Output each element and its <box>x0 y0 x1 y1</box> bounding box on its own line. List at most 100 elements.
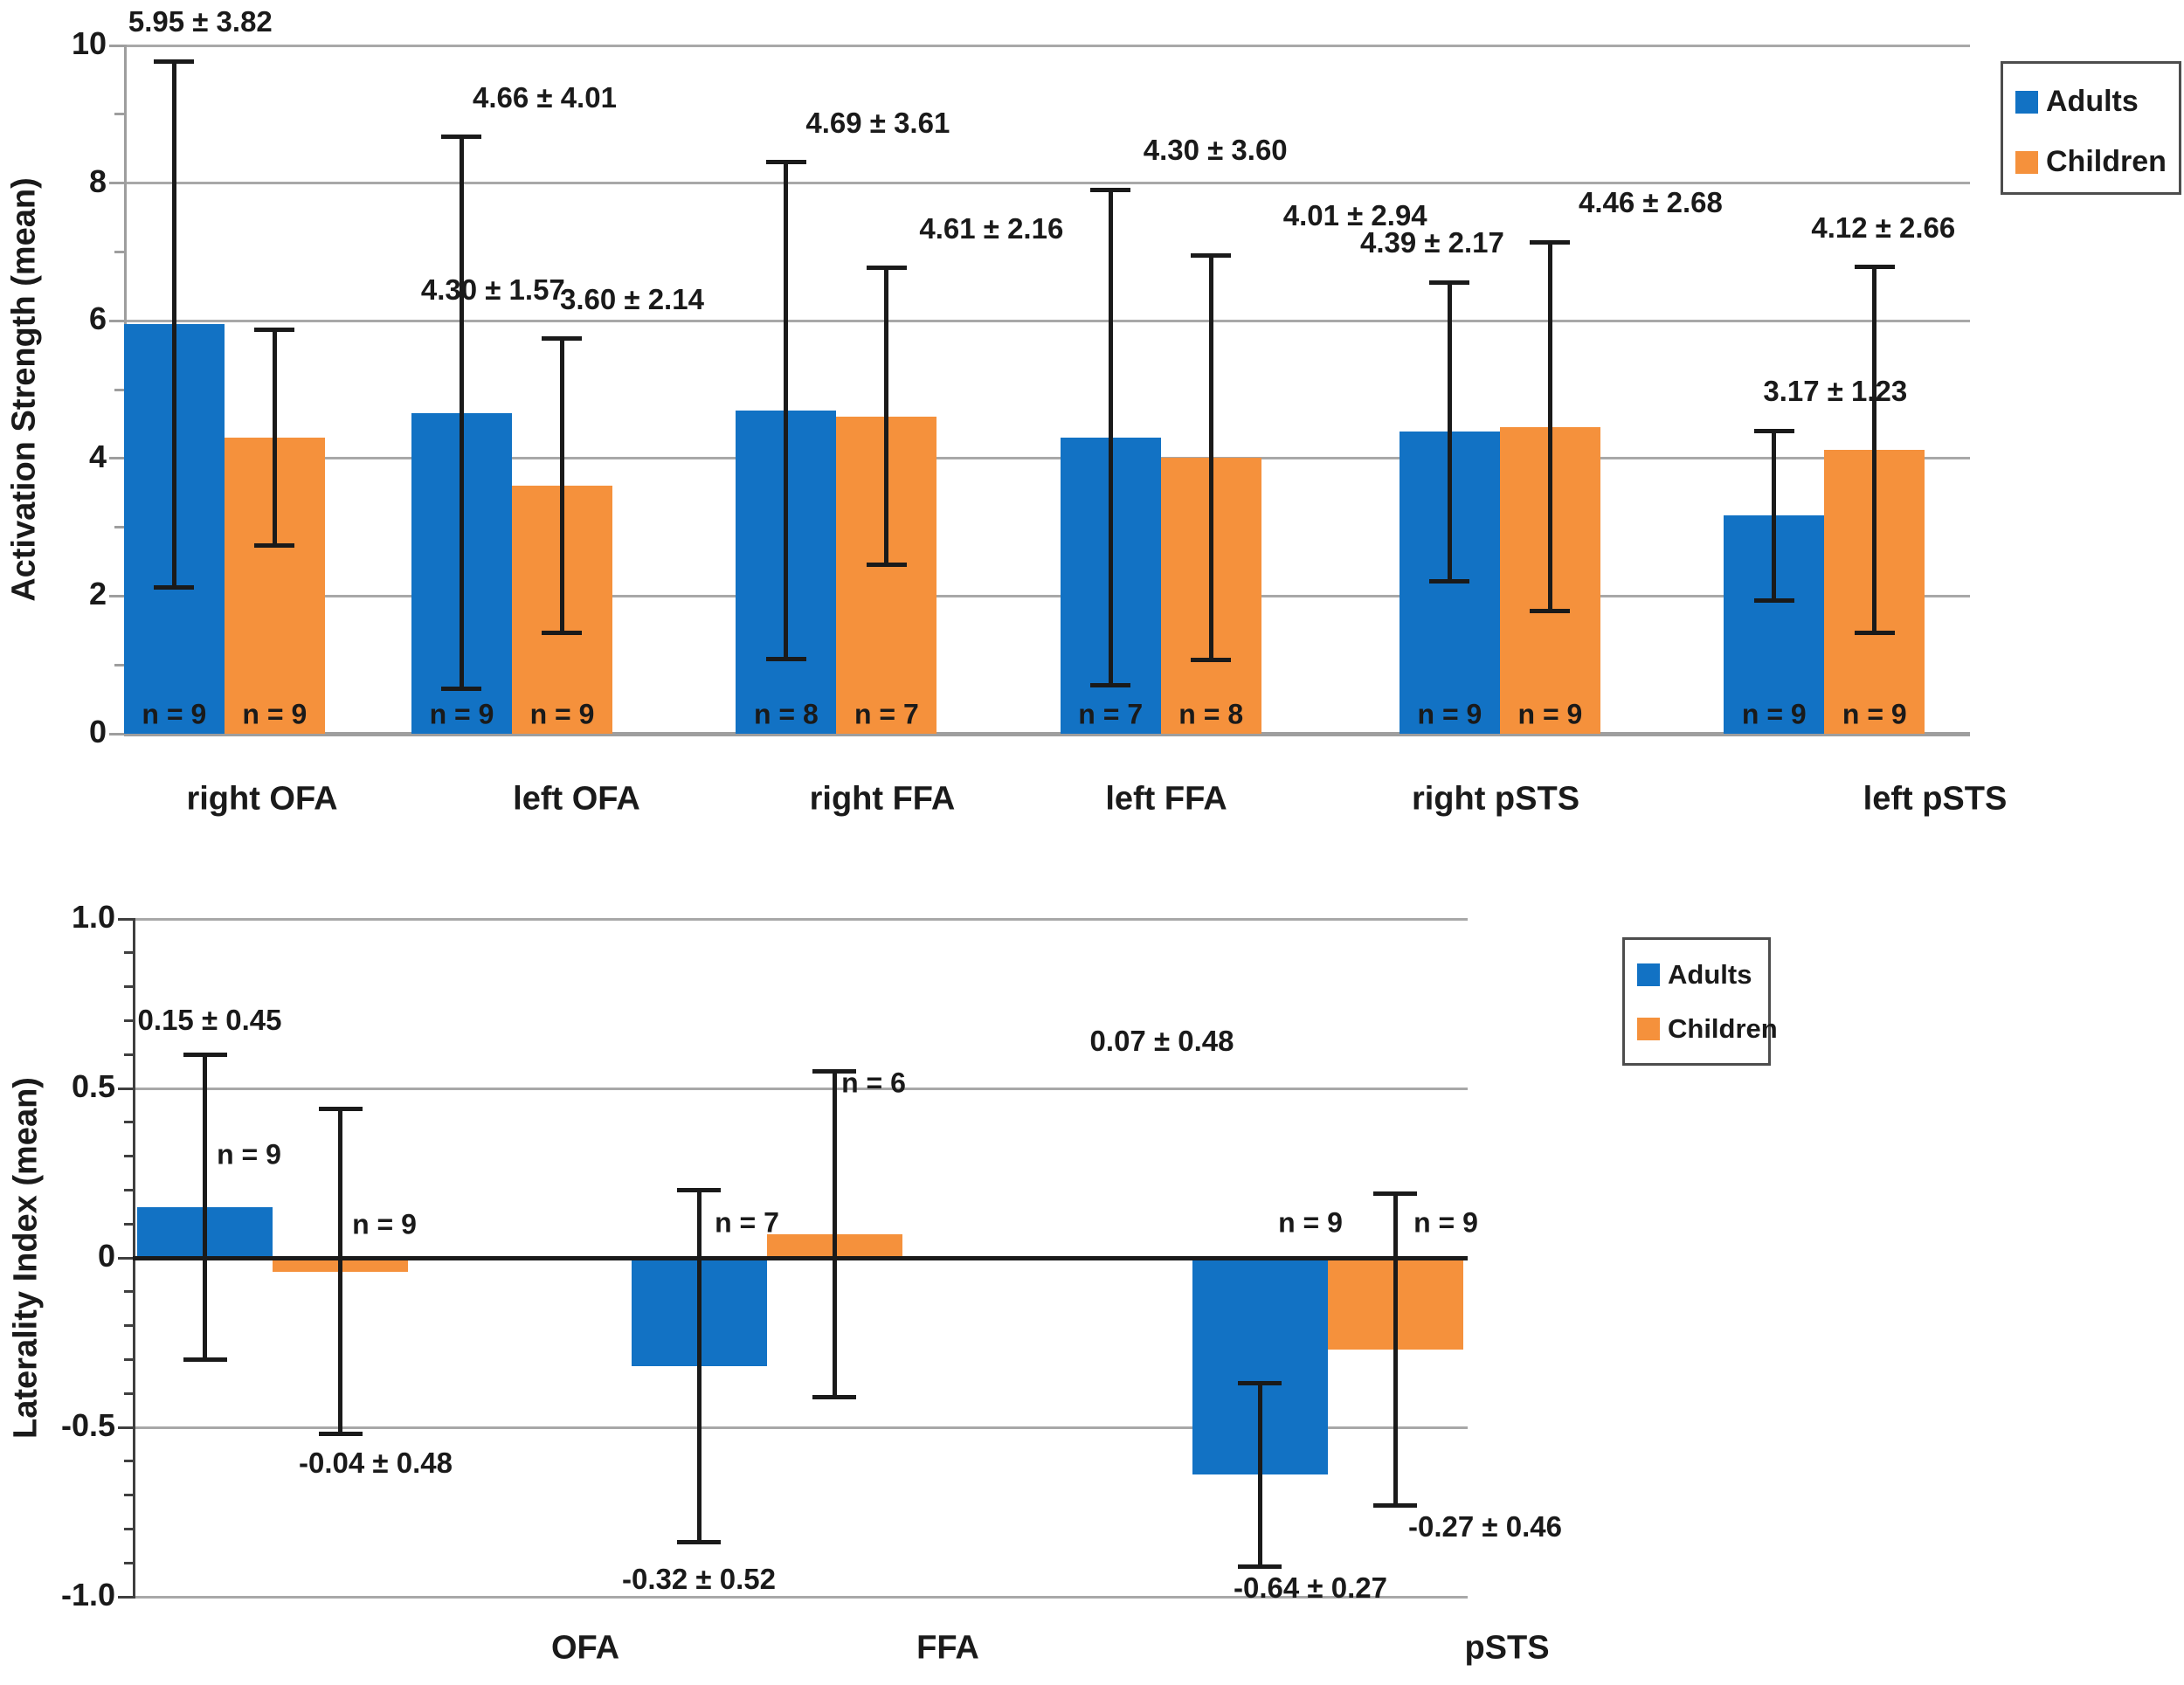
error-bar-cap <box>183 1052 227 1057</box>
y-axis-tick <box>109 457 127 460</box>
value-label: 4.46 ± 2.68 <box>1578 186 1723 219</box>
n-label: n = 9 <box>1741 698 1807 730</box>
y-axis-tick <box>124 985 135 989</box>
y-axis-tick <box>114 113 127 116</box>
value-label: 0.15 ± 0.45 <box>137 1004 282 1036</box>
error-bar-cap <box>812 1069 857 1074</box>
n-label: n = 9 <box>429 698 494 730</box>
n-label: n = 9 <box>1417 698 1482 730</box>
error-bar-cap <box>765 657 806 662</box>
zero-axis-line <box>133 1255 1468 1260</box>
value-label: 4.30 ± 3.60 <box>1143 134 1288 167</box>
error-bar-cap <box>765 160 806 165</box>
y-axis-tick <box>118 1256 135 1260</box>
y-axis-tick <box>124 1121 135 1124</box>
y-tick-label: -0.5 <box>60 1407 115 1443</box>
error-bar-cap <box>1429 578 1470 584</box>
n-label: n = 6 <box>841 1067 906 1099</box>
value-label: 3.17 ± 1.23 <box>1763 375 1908 408</box>
y-axis-tick <box>124 1561 135 1564</box>
n-label: n = 9 <box>352 1208 417 1240</box>
value-label: -0.27 ± 0.46 <box>1408 1510 1562 1543</box>
y-axis-tick <box>109 732 127 735</box>
error-bar-line <box>1547 242 1552 611</box>
y-axis-tick <box>118 1426 135 1429</box>
category-label: left OFA <box>513 780 640 818</box>
error-bar-cap <box>1530 239 1571 245</box>
y-axis-tick <box>109 594 127 597</box>
error-bar-cap <box>441 135 482 140</box>
y-tick-label: -1.0 <box>60 1577 115 1612</box>
error-bar-line <box>1208 255 1213 660</box>
category-label: right FFA <box>809 780 956 818</box>
y-tick-label: 0 <box>97 1238 115 1274</box>
error-bar-cap <box>1238 1564 1282 1569</box>
error-bar-cap <box>677 1187 722 1192</box>
legend-laterality-chart: Adults Children <box>1622 937 1778 1066</box>
error-bar-line <box>832 1071 837 1398</box>
error-bar-cap <box>1191 252 1232 258</box>
y-axis-title-activation-strength: Activation Strength (mean) <box>5 177 43 602</box>
error-bar-cap <box>866 563 907 568</box>
error-bar-cap <box>1530 609 1571 614</box>
gridline <box>135 1595 1468 1599</box>
value-label: -0.64 ± 0.27 <box>1234 1571 1387 1604</box>
category-label: left FFA <box>1105 780 1227 818</box>
n-label: n = 9 <box>217 1138 281 1171</box>
error-bar-cap <box>1373 1502 1418 1508</box>
gridline <box>135 1087 1468 1090</box>
error-bar-cap <box>441 687 482 692</box>
gridline <box>127 319 1970 322</box>
error-bar-cap <box>1753 428 1794 433</box>
value-label: 3.60 ± 2.14 <box>560 282 704 315</box>
error-bar-line <box>884 267 889 565</box>
y-axis-tick <box>124 1324 135 1328</box>
error-bar-line <box>696 1190 702 1543</box>
error-bar-line <box>559 338 564 633</box>
n-label: n = 9 <box>1517 698 1583 730</box>
error-bar-cap <box>1090 683 1131 688</box>
value-label: 4.61 ± 2.16 <box>919 211 1064 245</box>
y-tick-label: 1.0 <box>71 899 115 935</box>
y-axis-tick <box>124 1290 135 1294</box>
y-axis-tick <box>114 526 127 529</box>
category-label: FFA <box>916 1629 979 1667</box>
error-bar-cap <box>318 1106 363 1111</box>
y-axis-tick <box>124 1222 135 1226</box>
gridline <box>135 1426 1468 1429</box>
y-axis-tick <box>124 1527 135 1530</box>
error-bar-cap <box>1854 265 1895 270</box>
legend-label-adults: Adults <box>1668 959 1752 990</box>
gridline <box>127 594 1970 597</box>
n-label: n = 9 <box>1842 698 1907 730</box>
error-bar-cap <box>1373 1191 1418 1196</box>
error-bar-line <box>272 329 277 546</box>
y-axis-tick <box>109 44 127 47</box>
error-bar-cap <box>542 631 583 636</box>
category-label: pSTS <box>1464 1629 1550 1667</box>
error-bar-cap <box>1429 280 1470 285</box>
y-axis-tick <box>124 1155 135 1158</box>
n-label: n = 9 <box>1278 1206 1343 1239</box>
value-label: 0.07 ± 0.48 <box>1089 1025 1234 1057</box>
children-color-swatch-icon <box>1637 1018 1660 1040</box>
legend-activation-chart: Adults Children <box>2001 61 2181 195</box>
error-bar-cap <box>154 584 195 590</box>
error-bar-line <box>1872 266 1877 633</box>
y-axis-tick <box>124 1188 135 1191</box>
y-axis-tick <box>124 951 135 955</box>
gridline <box>127 457 1970 460</box>
y-axis-tick <box>124 1019 135 1022</box>
y-axis-tick <box>109 182 127 185</box>
gridline <box>135 917 1468 921</box>
category-label: right pSTS <box>1411 780 1580 818</box>
error-bar-cap <box>154 59 195 64</box>
y-tick-label: 0.5 <box>71 1068 115 1104</box>
category-label: left pSTS <box>1863 780 2008 818</box>
error-bar-cap <box>866 266 907 271</box>
error-bar-line <box>338 1108 343 1434</box>
y-axis-tick <box>124 1053 135 1056</box>
error-bar-cap <box>1191 658 1232 663</box>
value-label: -0.04 ± 0.48 <box>299 1447 453 1479</box>
legend-label-children: Children <box>2046 145 2167 178</box>
